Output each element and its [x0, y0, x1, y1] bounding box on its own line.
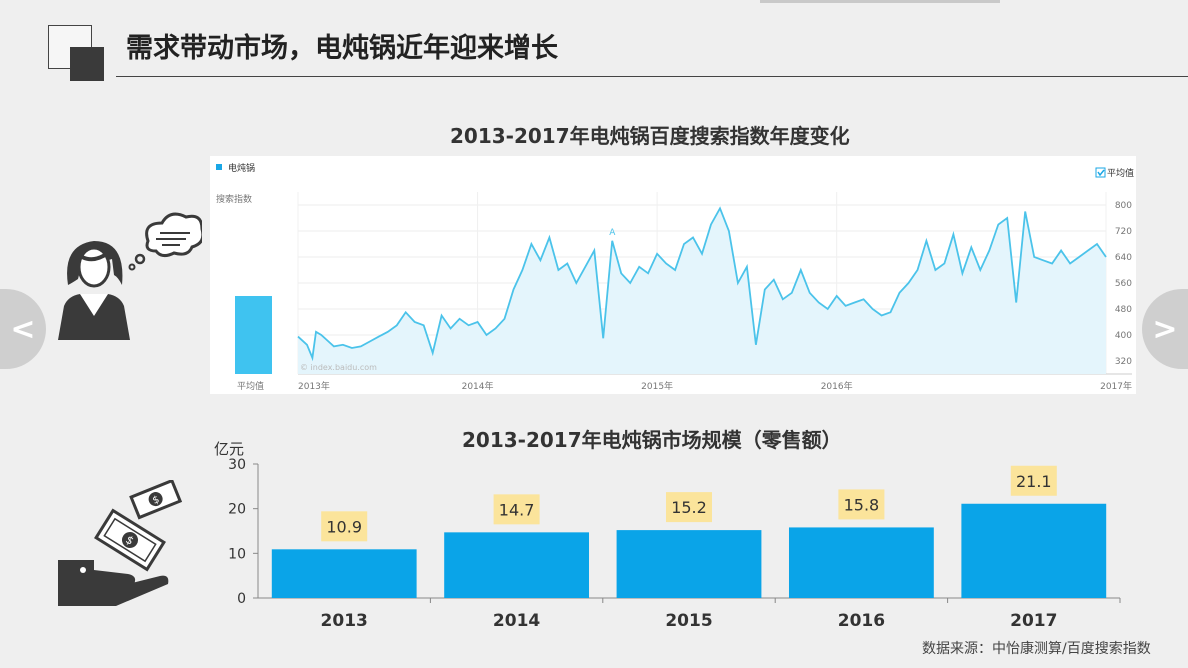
data-label-bg — [666, 492, 712, 523]
legend-swatch — [216, 164, 222, 170]
data-label: 14.7 — [499, 500, 535, 519]
prev-slide-button[interactable]: < — [0, 289, 46, 369]
y-tick-label: 480 — [1115, 305, 1132, 315]
y-tick-label: 720 — [1115, 227, 1132, 237]
y-axis-caption: 搜索指数 — [216, 193, 252, 205]
y-tick-label: 560 — [1115, 279, 1132, 289]
x-tick-label: 2014年 — [462, 380, 494, 392]
y-tick-label: 20 — [228, 502, 246, 518]
search-index-chart: 电炖锅 搜索指数 平均值 平均值 320 400 480 560 640 720 800 20… — [216, 162, 1134, 392]
x-tick-label: 2013年 — [298, 380, 330, 392]
watermark: © index.baidu.com — [300, 363, 377, 372]
data-label-bg — [493, 494, 540, 525]
market-size-chart: 亿元 0 10 20 30 10.9 2013 14.7 2014 15.2 2015 15.8 20… — [200, 438, 1140, 642]
bar-2015 — [616, 530, 762, 598]
data-label: 21.1 — [1016, 472, 1052, 491]
bar-2016 — [788, 527, 934, 598]
data-label-bg — [321, 511, 368, 542]
category-label: 2014 — [493, 611, 540, 631]
market-chart-title: 2013-2017年电炖锅市场规模（零售额） — [462, 428, 842, 452]
event-marker-a[interactable]: A — [609, 228, 616, 238]
y-tick-label: 30 — [228, 457, 246, 473]
bar-2014 — [444, 532, 590, 598]
y-tick-label: 800 — [1115, 201, 1132, 211]
chevron-left-icon: < — [10, 311, 36, 347]
top-accent-bar — [760, 0, 1000, 3]
data-label: 15.8 — [844, 495, 880, 514]
bar-2013 — [271, 549, 417, 598]
checkbox-check-icon — [1097, 169, 1105, 177]
header-logo-block — [70, 47, 104, 81]
search-series-line — [297, 206, 1107, 362]
data-source-note: 数据来源：中怡康测算/百度搜索指数 — [922, 641, 1151, 657]
svg-text:$: $ — [151, 494, 161, 507]
average-bar-label: 平均值 — [237, 380, 264, 392]
page-title: 需求带动市场，电炖锅近年迎来增长 — [126, 33, 558, 64]
y-tick-label: 320 — [1115, 357, 1132, 367]
y-tick-label: 640 — [1115, 253, 1132, 263]
data-label-bg — [1010, 465, 1057, 496]
y-tick-label: 10 — [228, 546, 246, 562]
average-bar — [235, 296, 272, 374]
search-index-panel: 电炖锅 搜索指数 平均值 平均值 320 400 480 560 640 720 800 20… — [210, 156, 1136, 394]
y-unit-label: 亿元 — [214, 440, 244, 458]
title-divider — [116, 76, 1188, 77]
legend-label: 电炖锅 — [228, 162, 255, 174]
x-tick-label: 2015年 — [641, 380, 673, 392]
average-checkbox[interactable] — [1095, 167, 1106, 178]
data-label-bg — [838, 489, 885, 520]
average-checkbox-label: 平均值 — [1107, 167, 1134, 179]
y-tick-label: 400 — [1115, 331, 1132, 341]
search-area-fill — [298, 208, 1106, 374]
next-slide-button[interactable]: > — [1142, 289, 1188, 369]
bar-2017 — [961, 503, 1107, 598]
x-tick-label: 2017年 — [1100, 380, 1132, 392]
y-tick-label: 0 — [237, 591, 246, 607]
data-label: 10.9 — [326, 517, 362, 536]
x-tick-label: 2016年 — [821, 380, 853, 392]
chevron-right-icon: > — [1152, 311, 1178, 347]
category-label: 2016 — [838, 611, 885, 631]
category-label: 2017 — [1010, 611, 1057, 631]
category-label: 2015 — [665, 611, 712, 631]
search-chart-title: 2013-2017年电炖锅百度搜索指数年度变化 — [450, 124, 850, 148]
category-label: 2013 — [321, 611, 368, 631]
data-label: 15.2 — [671, 498, 707, 517]
person-thinking-icon — [52, 205, 205, 345]
money-hand-icon: $ $ — [56, 478, 186, 610]
